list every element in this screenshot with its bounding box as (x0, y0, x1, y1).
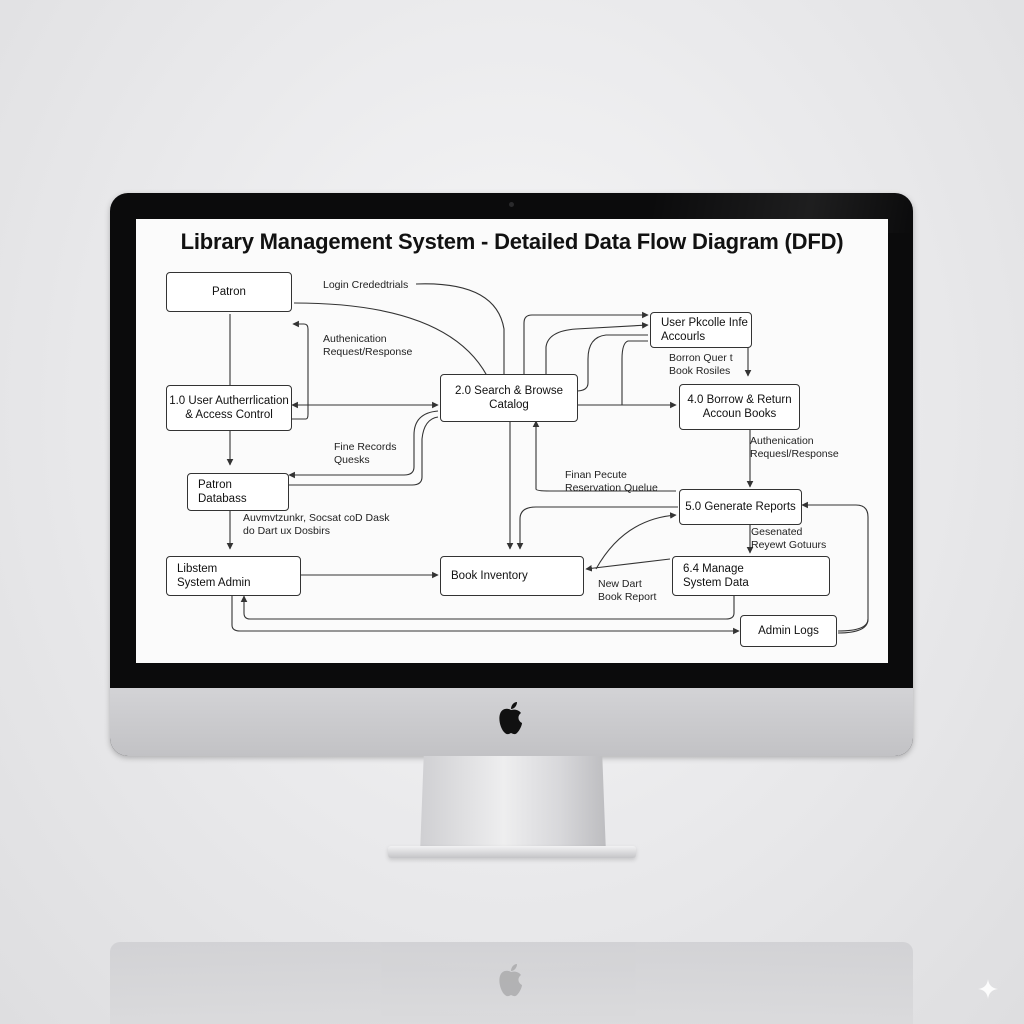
node-profile: User Pkcolle Infe Accourls (650, 312, 752, 348)
label-generated: Gesenated Reyewt Gotuurs (751, 526, 827, 551)
arrow-profile-loop (621, 340, 648, 405)
label-fine-records: Fine Records Quesks (334, 441, 397, 466)
arrow-right-logs (837, 618, 869, 634)
node-patron-db: Patron Databass (187, 473, 289, 511)
arrow-reports-inventory (516, 506, 678, 550)
arrow-login-search-2 (415, 283, 508, 384)
arrow-manage-inventory (585, 558, 671, 572)
sparkle-icon (978, 979, 998, 999)
screen: Library Management System - Detailed Dat… (136, 219, 888, 663)
arrow-search-profile-2 (545, 322, 649, 383)
label-auth-db: Auvmvtzunkr, Socsat coD Dask do Dart ux … (243, 512, 390, 537)
flow-arrows (226, 283, 869, 635)
node-admin-logs: Admin Logs (740, 615, 837, 647)
arrow-profile-search (575, 334, 648, 392)
node-inventory: Book Inventory (440, 556, 584, 596)
arrow-search-profile-1 (523, 311, 649, 383)
node-reports: 5.0 Generate Reports (679, 489, 802, 525)
label-borrow-query: Borron Quer t Book Rosiles (669, 352, 733, 377)
label-auth-request-2: Authenication Requesl/Response (750, 435, 839, 460)
node-patron: Patron (166, 272, 292, 312)
monitor-chin (110, 688, 913, 756)
node-manage: 6.4 Manage System Data (672, 556, 830, 596)
label-finan: Finan Pecute Reservation Quelue (565, 469, 658, 494)
desk-reflection (110, 942, 913, 1024)
apple-logo-icon (499, 702, 522, 735)
node-auth: 1.0 User Autherrlication & Access Contro… (166, 385, 292, 431)
node-sysadmin: Libstem System Admin (166, 556, 301, 596)
arrow-login-search (293, 302, 492, 385)
monitor-stand (420, 756, 606, 854)
monitor-foot (388, 846, 636, 858)
arrow-finan (535, 488, 676, 492)
monitor: Library Management System - Detailed Dat… (110, 193, 913, 756)
arrow-search-patrondb-1 (288, 410, 439, 479)
label-login: Login Crededtrials (323, 279, 409, 291)
arrow-inventory-reports (595, 512, 677, 570)
arrow-manage-sysadmin (240, 595, 735, 620)
apple-logo-reflection-icon (499, 964, 522, 997)
node-borrow: 4.0 Borrow & Return Accoun Books (679, 384, 800, 430)
arrow-sysadmin-logs (231, 596, 740, 635)
arrow-logs-reports (801, 501, 869, 632)
diagram-title: Library Management System - Detailed Dat… (180, 229, 844, 254)
label-new-dart: New Dart Book Report (598, 578, 657, 603)
label-auth-request: Authenication Request/Response (323, 333, 413, 358)
node-search: 2.0 Search & Browse Catalog (440, 374, 578, 422)
arrow-search-patrondb-2 (289, 416, 439, 486)
arrow-auth-patron (292, 320, 309, 420)
camera-icon (509, 202, 514, 207)
